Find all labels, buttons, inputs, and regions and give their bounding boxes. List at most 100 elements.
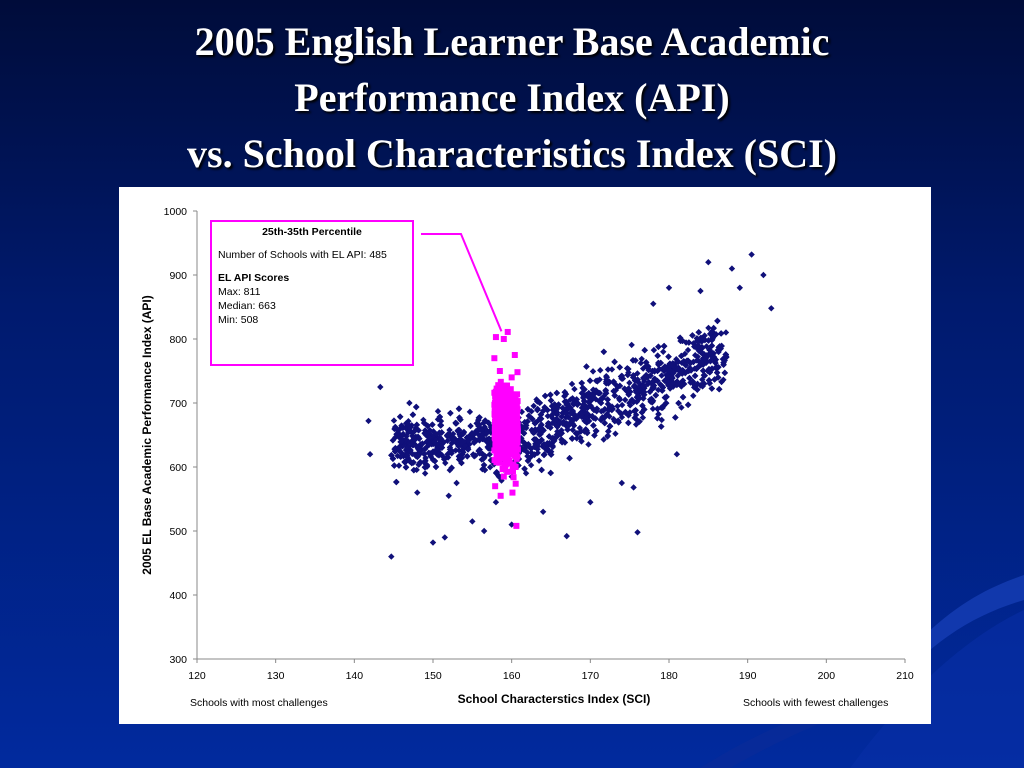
school-point: [547, 469, 554, 477]
percentile-school-point: [511, 352, 518, 358]
school-point: [413, 403, 420, 411]
y-tick-label: 500: [169, 526, 187, 538]
school-point: [548, 402, 556, 410]
school-point: [391, 462, 398, 469]
school-point: [685, 339, 693, 346]
school-point: [674, 366, 682, 373]
school-point: [540, 441, 548, 448]
school-point: [433, 431, 440, 438]
percentile-school-point: [506, 398, 513, 405]
school-point: [434, 408, 442, 415]
school-point: [658, 423, 665, 430]
school-point: [601, 413, 609, 421]
school-point: [614, 383, 621, 391]
school-point: [581, 405, 589, 412]
school-point: [574, 400, 582, 407]
percentile-school-point: [502, 465, 509, 472]
school-point: [477, 434, 485, 441]
percentile-school-point: [512, 432, 519, 439]
school-point: [427, 450, 434, 457]
percentile-school-point: [506, 427, 513, 434]
school-point: [631, 382, 638, 389]
school-point: [679, 337, 686, 344]
school-point: [480, 527, 488, 535]
school-point: [365, 417, 372, 425]
school-point: [581, 386, 588, 393]
school-point: [377, 383, 384, 391]
percentile-school-point: [495, 407, 502, 414]
percentile-school-point: [513, 522, 520, 529]
school-point: [484, 443, 492, 451]
school-point: [658, 416, 665, 424]
school-point: [689, 332, 696, 339]
percentile-school-point: [501, 455, 508, 462]
school-point: [768, 305, 775, 312]
school-point: [604, 366, 612, 373]
school-point: [481, 466, 489, 474]
school-point: [728, 265, 736, 272]
school-point: [708, 385, 716, 392]
school-point: [693, 357, 701, 364]
school-point: [563, 532, 570, 540]
school-point: [475, 447, 482, 455]
school-point: [600, 348, 608, 355]
school-point: [648, 399, 656, 406]
school-point: [657, 381, 664, 388]
school-point: [413, 421, 421, 429]
school-point: [395, 462, 403, 469]
y-tick-label: 300: [169, 654, 187, 666]
school-point: [444, 431, 451, 439]
school-point: [608, 403, 616, 410]
percentile-school-point: [511, 443, 518, 450]
school-point: [450, 436, 457, 443]
school-point: [748, 251, 755, 258]
school-point: [707, 357, 714, 365]
school-point: [447, 448, 454, 456]
school-point: [394, 427, 401, 434]
percentile-school-point: [497, 492, 504, 499]
school-point: [705, 377, 713, 384]
school-point: [402, 464, 410, 471]
school-point: [694, 353, 701, 360]
school-point: [536, 416, 543, 423]
school-point: [580, 397, 588, 405]
school-point: [545, 420, 552, 428]
school-point: [679, 393, 687, 401]
school-point: [649, 405, 657, 413]
school-point: [662, 365, 669, 372]
school-point: [695, 363, 702, 370]
school-point: [645, 365, 652, 372]
school-point: [390, 417, 398, 424]
school-point: [686, 364, 694, 372]
school-point: [541, 392, 549, 400]
school-point: [622, 408, 629, 416]
percentile-school-point: [507, 444, 514, 451]
school-point: [457, 416, 464, 423]
percentile-band-points: [491, 328, 521, 529]
school-point: [679, 367, 686, 374]
percentile-school-point: [492, 405, 499, 412]
school-point: [709, 353, 716, 361]
percentile-school-point: [499, 433, 506, 440]
school-point: [426, 434, 433, 441]
school-point: [660, 342, 668, 350]
school-point: [722, 329, 730, 336]
school-point: [675, 399, 682, 407]
school-point: [437, 435, 445, 443]
school-point: [587, 499, 594, 506]
school-point: [471, 438, 478, 445]
percentile-school-point: [492, 483, 499, 490]
school-point: [629, 357, 637, 364]
school-point: [547, 391, 554, 399]
annotation-connector-line: [421, 233, 503, 332]
school-point: [669, 362, 677, 370]
school-point: [590, 406, 598, 414]
school-point: [601, 405, 609, 413]
school-point: [522, 422, 530, 429]
school-point: [666, 361, 673, 369]
percentile-school-point: [511, 439, 518, 446]
percentile-school-point: [510, 474, 517, 481]
school-point: [611, 358, 618, 366]
school-point: [550, 437, 558, 445]
school-point: [520, 446, 528, 453]
